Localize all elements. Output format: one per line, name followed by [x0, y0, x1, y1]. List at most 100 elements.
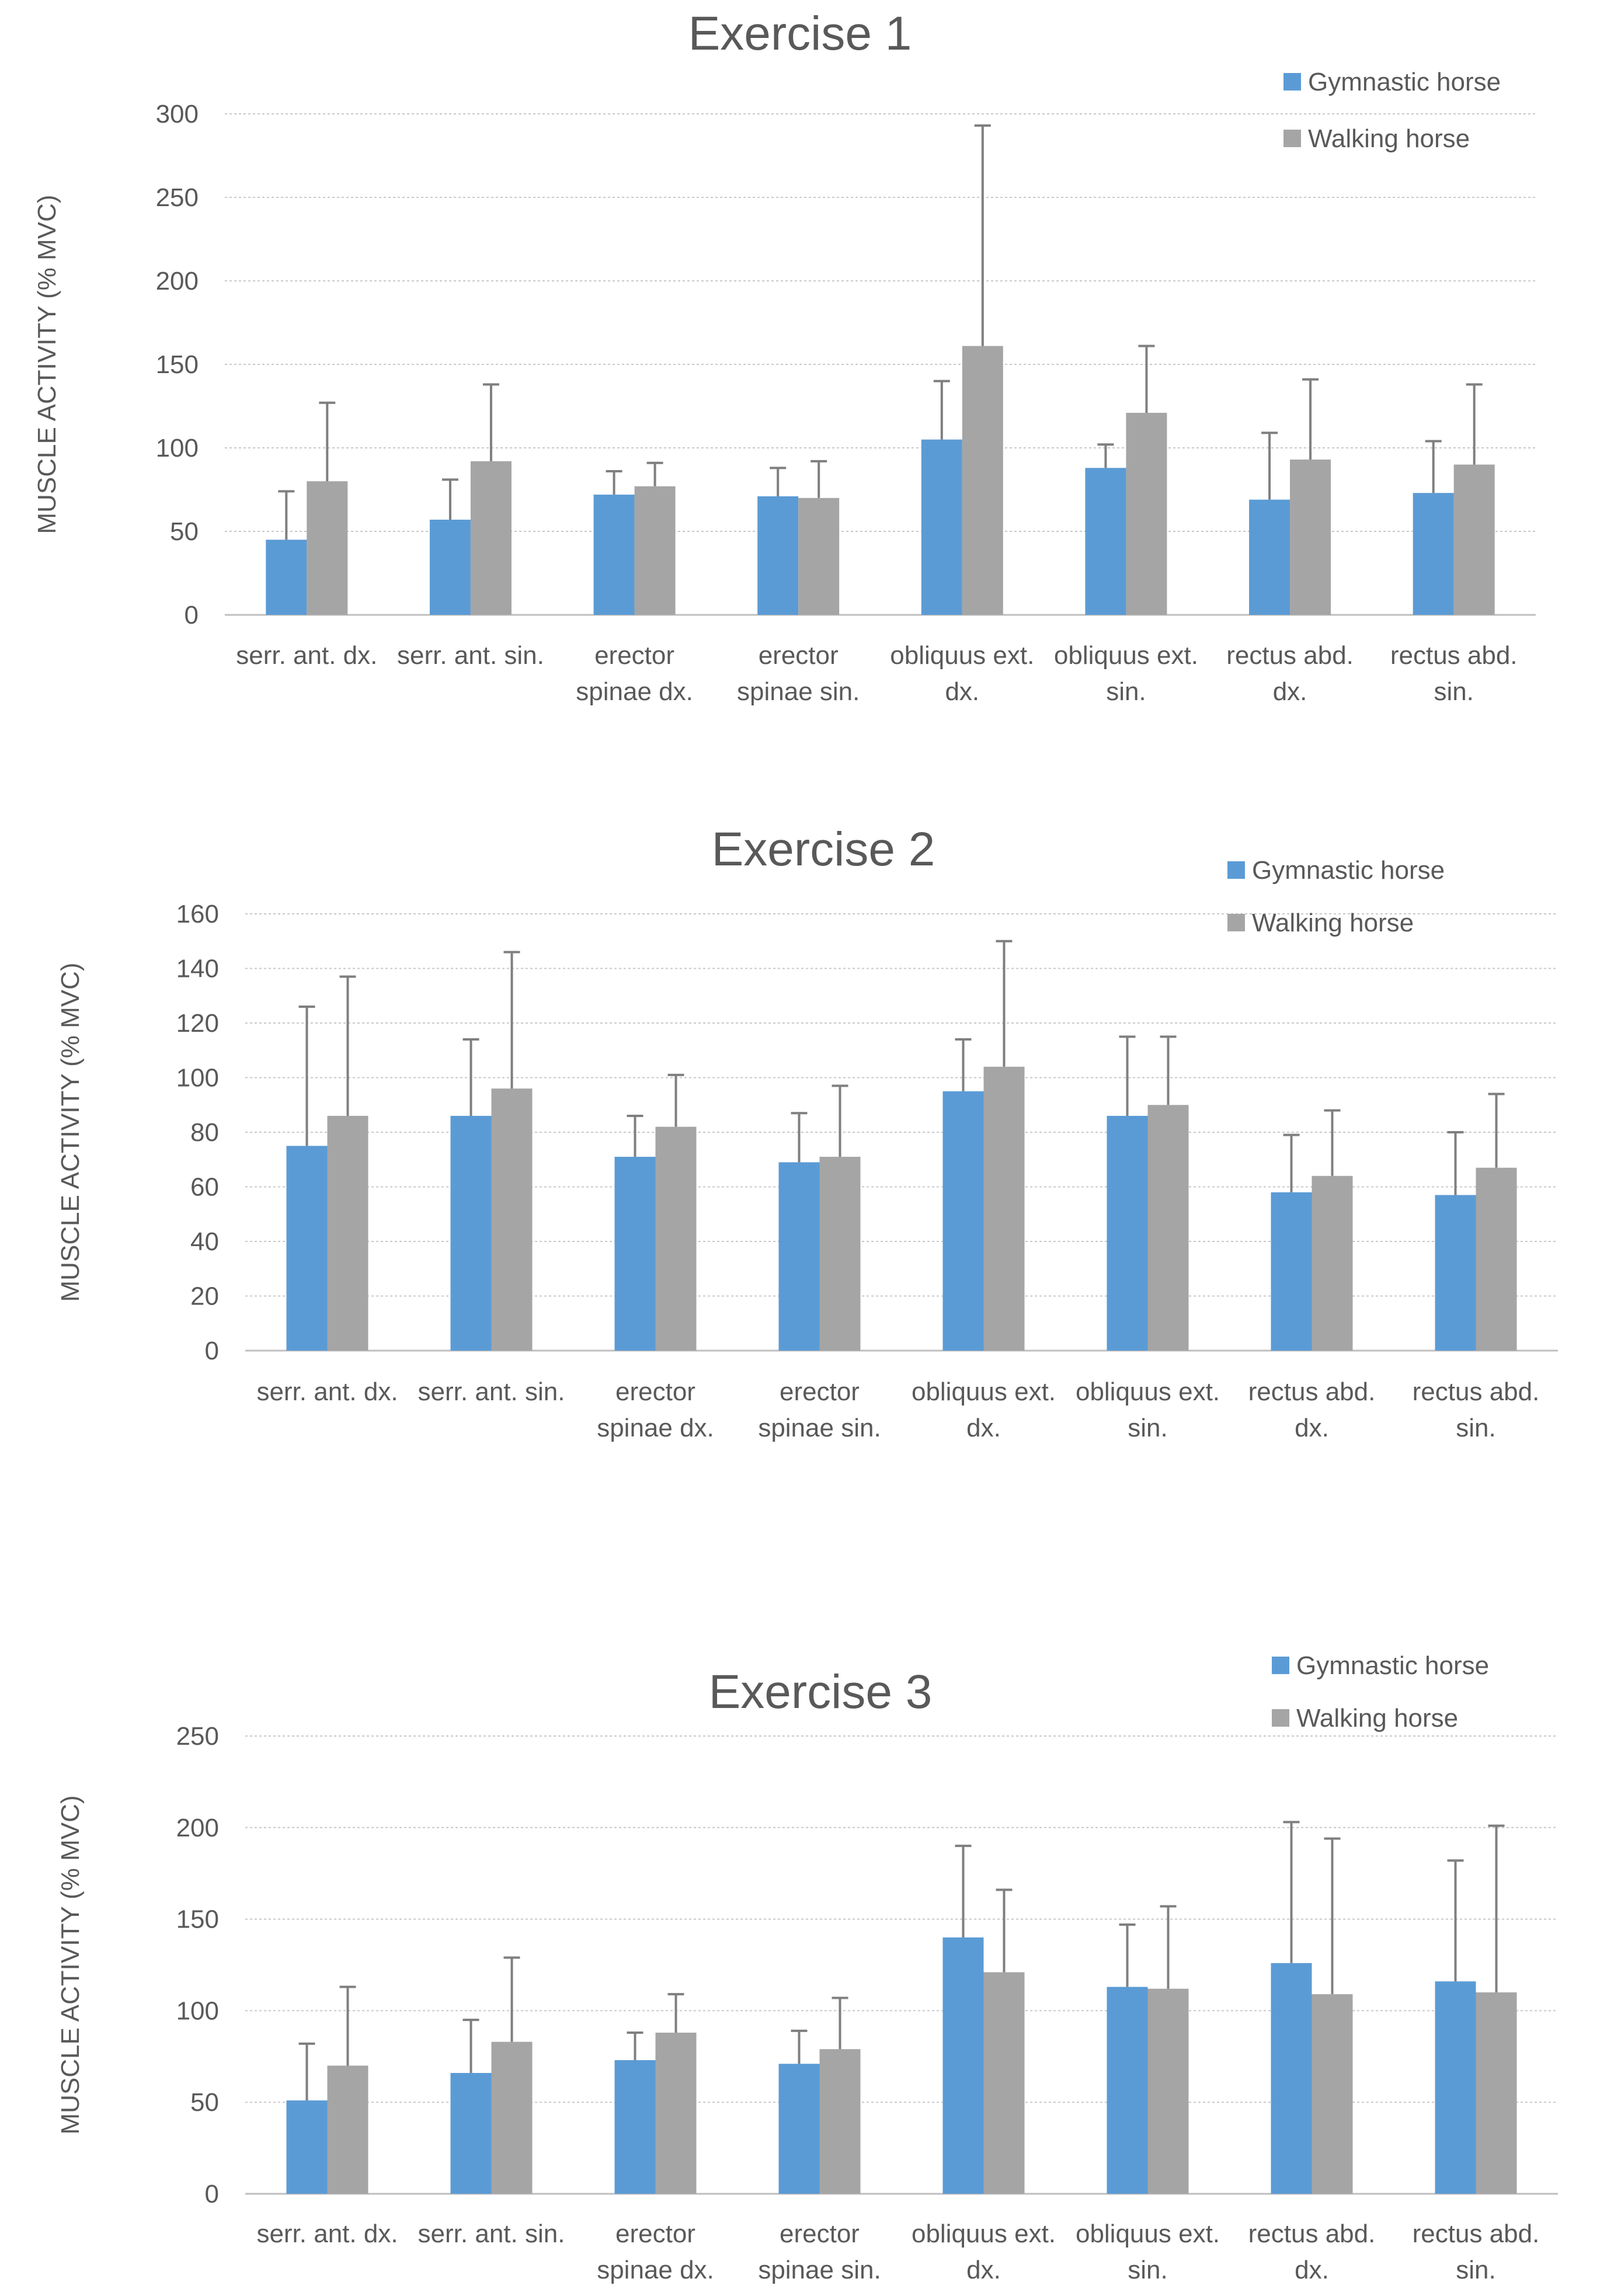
y-tick-label: 100 — [176, 1996, 219, 2025]
bar-gymnastic — [757, 496, 799, 615]
y-tick-label: 200 — [156, 267, 199, 295]
bar-gymnastic — [778, 1162, 820, 1351]
bar-gymnastic — [429, 519, 471, 615]
bar-walking — [1147, 1105, 1189, 1351]
y-tick-label: 80 — [190, 1118, 219, 1147]
chart-title: Exercise 1 — [688, 7, 912, 60]
x-category-label: dx. — [966, 1414, 1001, 1442]
y-tick-label: 60 — [190, 1173, 219, 1202]
legend-swatch-gymnastic — [1227, 861, 1245, 879]
y-tick-label: 120 — [176, 1009, 219, 1038]
y-axis-label: MUSCLE ACTIVITY (% MVC) — [56, 1795, 85, 2134]
chart-title: Exercise 3 — [709, 1665, 933, 1718]
x-category-label: serr. ant. dx. — [256, 1377, 398, 1406]
x-category-label: rectus abd. — [1390, 641, 1518, 670]
legend-label-walking: Walking horse — [1252, 909, 1414, 937]
bar-walking — [1126, 412, 1167, 615]
bar-walking — [307, 481, 348, 615]
bar-walking — [470, 461, 512, 615]
bar-walking — [962, 346, 1003, 615]
x-category-label: serr. ant. dx. — [256, 2220, 398, 2248]
bar-walking — [655, 1126, 697, 1351]
bar-walking — [1476, 1992, 1517, 2194]
y-tick-label: 100 — [156, 434, 199, 462]
bar-walking — [1312, 1175, 1353, 1351]
x-category-label: rectus abd. — [1248, 1377, 1376, 1406]
bar-walking — [1312, 1994, 1353, 2194]
bar-gymnastic — [778, 2064, 820, 2194]
bar-gymnastic — [286, 1146, 328, 1351]
chart-exercise-2: Exercise 2 MUSCLE ACTIVITY (% MVC) 0 20 40 60… — [56, 823, 1558, 1442]
y-tick-label: 150 — [176, 1905, 219, 1934]
y-tick-label: 300 — [156, 100, 199, 128]
x-category-label: erector — [780, 2220, 860, 2248]
y-tick-label: 250 — [156, 183, 199, 212]
bar-walking — [819, 1157, 861, 1351]
x-category-label: dx. — [1295, 2256, 1329, 2284]
bar-gymnastic — [942, 1091, 984, 1351]
x-category-label: serr. ant. sin. — [418, 2220, 565, 2248]
legend-label-gymnastic: Gymnastic horse — [1308, 68, 1501, 96]
x-category-label: rectus abd. — [1413, 1377, 1540, 1406]
x-category-label: sin. — [1128, 1414, 1167, 1442]
x-category-label: spinae dx. — [576, 677, 693, 706]
x-category-label: spinae sin. — [758, 1414, 881, 1442]
bar-gymnastic — [1107, 1987, 1148, 2194]
bar-gymnastic — [593, 495, 635, 615]
legend-swatch-gymnastic — [1272, 1657, 1289, 1674]
bar-gymnastic — [614, 1157, 656, 1351]
bar-walking — [327, 2065, 368, 2194]
legend-swatch-gymnastic — [1283, 73, 1301, 91]
bar-walking — [1290, 460, 1331, 615]
x-category-label: erector — [759, 641, 839, 670]
x-category-label: sin. — [1106, 677, 1146, 706]
bar-walking — [798, 498, 840, 615]
x-category-label: obliquus ext. — [1054, 641, 1198, 670]
bar-walking — [1476, 1167, 1517, 1351]
bar-walking — [983, 1066, 1025, 1351]
bar-gymnastic — [286, 2100, 328, 2194]
bar-gymnastic — [1107, 1115, 1148, 1351]
bar-walking — [1147, 1988, 1189, 2194]
legend-label-gymnastic: Gymnastic horse — [1296, 1651, 1489, 1680]
x-category-label: dx. — [1273, 677, 1307, 706]
bar-gymnastic — [450, 1115, 492, 1351]
bar-gymnastic — [1249, 499, 1290, 615]
y-tick-label: 40 — [190, 1227, 219, 1256]
x-category-label: obliquus ext. — [912, 1377, 1056, 1406]
bar-gymnastic — [1271, 1963, 1312, 2194]
x-category-label: spinae sin. — [737, 677, 860, 706]
x-category-label: dx. — [945, 677, 979, 706]
x-category-label: rectus abd. — [1413, 2220, 1540, 2248]
bar-gymnastic — [921, 439, 962, 615]
x-category-label: dx. — [1295, 1414, 1329, 1442]
y-tick-label: 200 — [176, 1814, 219, 1842]
x-category-label: sin. — [1456, 1414, 1495, 1442]
x-category-label: dx. — [966, 2256, 1001, 2284]
x-category-label: obliquus ext. — [890, 641, 1034, 670]
bar-gymnastic — [942, 1937, 984, 2194]
bar-gymnastic — [450, 2073, 492, 2194]
bar-gymnastic — [1435, 1981, 1476, 2194]
bar-walking — [634, 486, 676, 615]
x-category-label: spinae dx. — [597, 1414, 714, 1442]
bar-walking — [327, 1115, 368, 1351]
x-category-label: rectus abd. — [1248, 2220, 1376, 2248]
legend-label-gymnastic: Gymnastic horse — [1252, 856, 1445, 885]
y-tick-label: 50 — [170, 517, 199, 546]
x-category-label: obliquus ext. — [1076, 2220, 1220, 2248]
chart-exercise-3: Exercise 3 MUSCLE ACTIVITY (% MVC) 0 50 100 1… — [56, 1651, 1558, 2284]
y-axis-label: MUSCLE ACTIVITY (% MVC) — [56, 962, 85, 1302]
x-category-label: spinae sin. — [758, 2256, 881, 2284]
x-category-label: sin. — [1128, 2256, 1167, 2284]
x-category-label: serr. ant. dx. — [236, 641, 377, 670]
y-tick-label: 100 — [176, 1064, 219, 1093]
x-category-label: sin. — [1456, 2256, 1495, 2284]
x-category-label: serr. ant. sin. — [397, 641, 544, 670]
x-category-label: erector — [615, 1377, 695, 1406]
bar-gymnastic — [614, 2060, 656, 2194]
y-tick-label: 150 — [156, 350, 199, 379]
bar-walking — [655, 2033, 697, 2194]
y-tick-label: 250 — [176, 1722, 219, 1751]
